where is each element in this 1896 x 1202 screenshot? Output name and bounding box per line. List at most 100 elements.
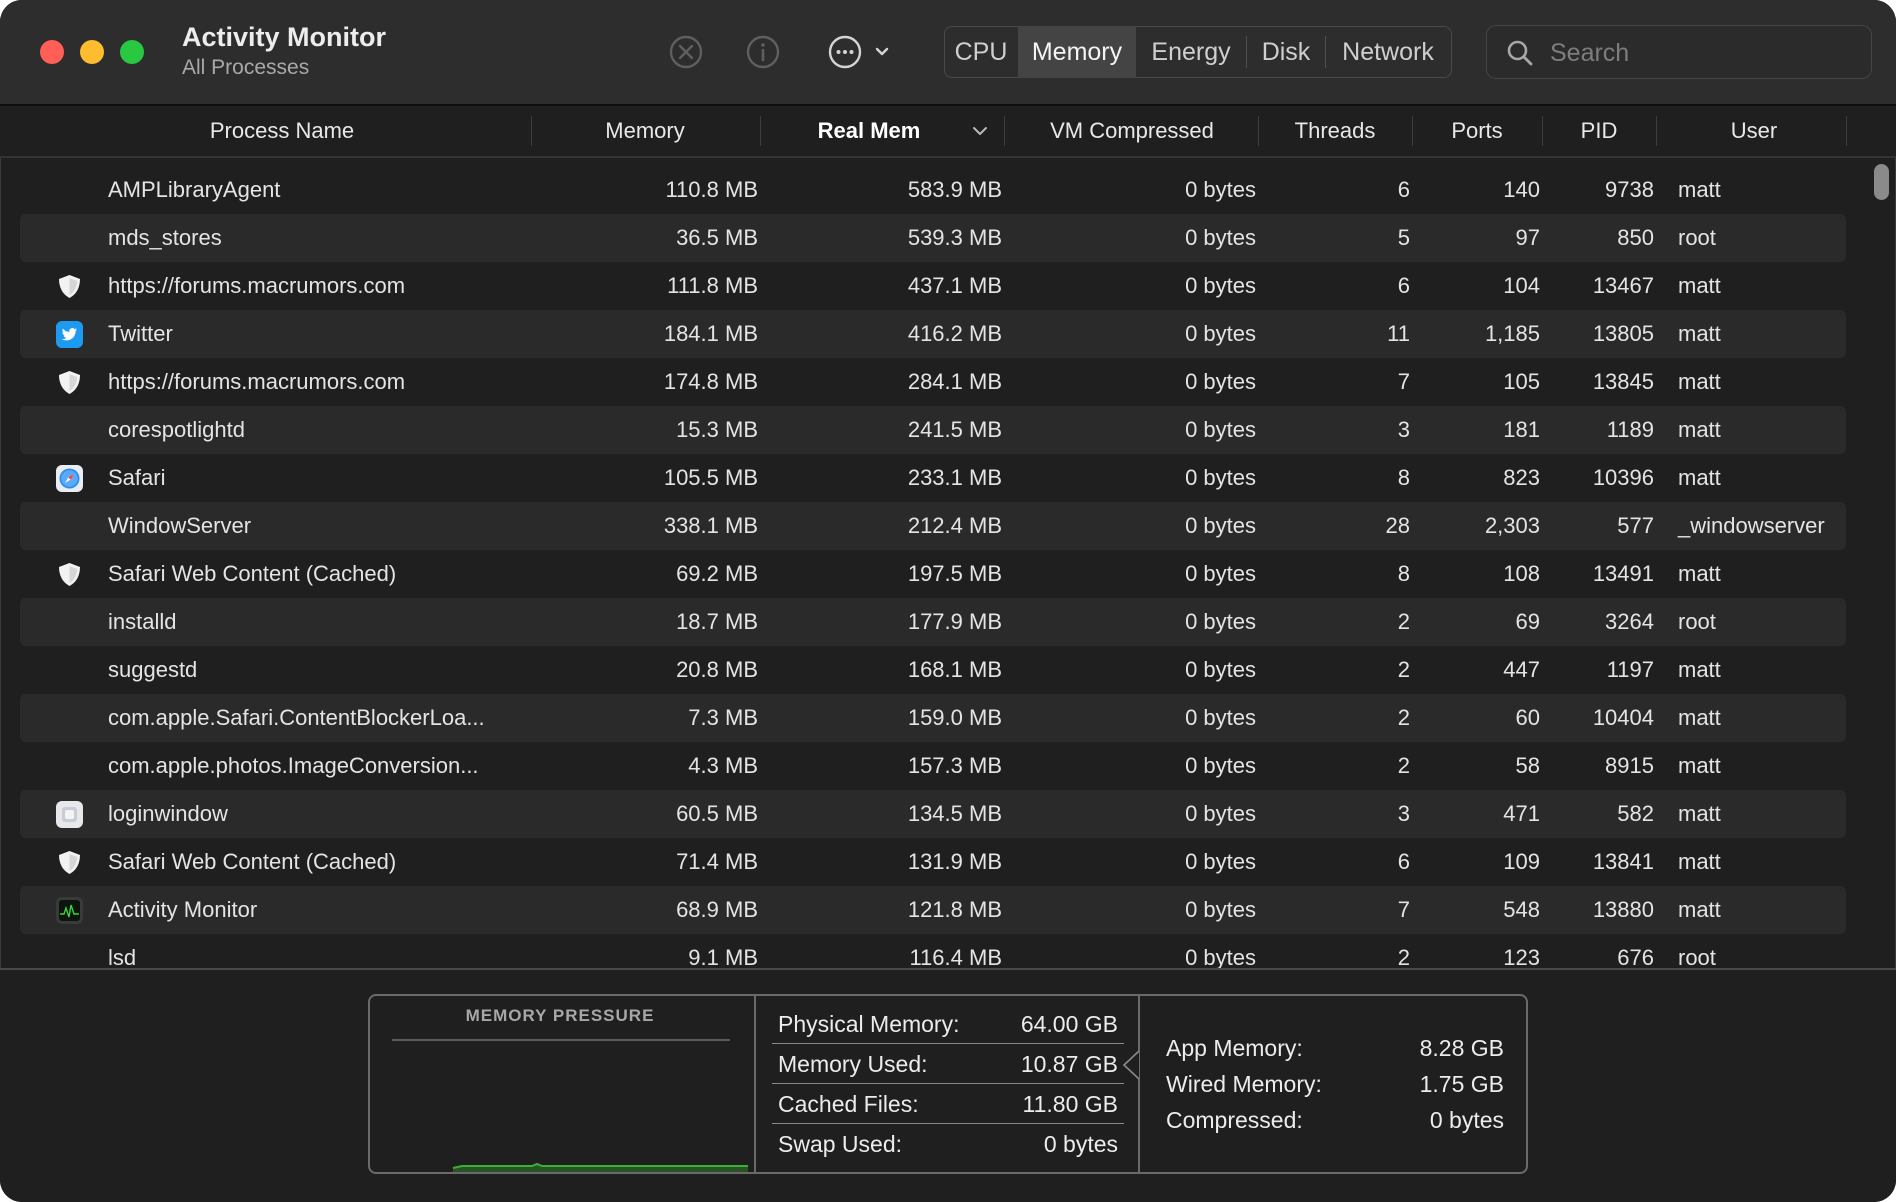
view-subtitle[interactable]: All Processes — [182, 56, 310, 79]
cell-vm-compressed: 0 bytes — [1185, 273, 1256, 298]
cell-memory: 68.9 MB — [676, 897, 758, 922]
column-user[interactable]: User — [1730, 118, 1778, 143]
column-separator[interactable] — [1846, 116, 1847, 146]
cell-real-mem: 131.9 MB — [907, 849, 1002, 874]
column-process-name[interactable]: Process Name — [209, 118, 355, 143]
vertical-scrollbar[interactable] — [1872, 158, 1894, 968]
stat-app-memory-label: App Memory: — [1166, 1035, 1303, 1061]
table-row[interactable]: com.apple.photos.ImageConversion... 4.3 M… — [20, 742, 1846, 790]
column-real-mem[interactable]: Real Mem — [817, 118, 921, 143]
column-threads[interactable]: Threads — [1294, 118, 1376, 143]
cell-real-mem: 168.1 MB — [907, 657, 1002, 682]
cell-pid: 13845 — [1592, 369, 1654, 394]
table-row[interactable]: Safari Web Content (Cached) 69.2 MB 197.5 … — [20, 550, 1846, 598]
cell-memory: 110.8 MB — [665, 177, 758, 202]
cell-process-name: corespotlightd — [108, 417, 245, 442]
cell-ports: 58 — [1515, 753, 1540, 778]
cell-threads: 2 — [1397, 705, 1410, 730]
cell-real-mem: 416.2 MB — [907, 321, 1002, 346]
cell-vm-compressed: 0 bytes — [1185, 657, 1256, 682]
table-row[interactable]: mds_stores 36.5 MB 539.3 MB 0 bytes 5 97 850 ro… — [20, 214, 1846, 262]
cell-user: root — [1678, 225, 1716, 250]
table-row[interactable]: https://forums.macrumors.com 111.8 MB 437.… — [20, 262, 1846, 310]
cell-vm-compressed: 0 bytes — [1185, 465, 1256, 490]
column-separator[interactable] — [1258, 116, 1259, 146]
minimize-window-button[interactable] — [80, 40, 104, 64]
stop-process-button[interactable] — [668, 34, 704, 70]
zoom-window-button[interactable] — [120, 40, 144, 64]
table-row[interactable]: AMPLibraryAgent 110.8 MB 583.9 MB 0 bytes 6 1… — [20, 166, 1846, 214]
column-separator[interactable] — [531, 116, 532, 146]
table-row[interactable]: com.apple.Safari.ContentBlockerLoa... 7.3… — [20, 694, 1846, 742]
scrollbar-thumb[interactable] — [1874, 164, 1889, 200]
cell-user: root — [1678, 945, 1716, 968]
cell-ports: 97 — [1515, 225, 1540, 250]
tab-memory[interactable]: Memory — [1018, 26, 1136, 78]
column-separator[interactable] — [1656, 116, 1657, 146]
stat-cached-files-value: 11.80 GB — [1022, 1091, 1118, 1117]
cell-user: matt — [1678, 657, 1721, 682]
column-vm-compressed[interactable]: VM Compressed — [1050, 118, 1214, 143]
cell-ports: 181 — [1503, 417, 1540, 442]
search-input[interactable] — [1548, 33, 1852, 73]
column-separator[interactable] — [760, 116, 761, 146]
cell-threads: 2 — [1397, 945, 1410, 968]
tab-bar: CPU Memory Energy Disk Network — [944, 26, 1452, 78]
cell-memory: 4.3 MB — [688, 753, 758, 778]
twitter-icon — [56, 321, 83, 348]
cell-ports: 123 — [1503, 945, 1540, 968]
table-row[interactable]: lsd 9.1 MB 116.4 MB 0 bytes 2 123 676 root — [20, 934, 1846, 968]
table-row[interactable]: WindowServer 338.1 MB 212.4 MB 0 bytes 28 2,3… — [20, 502, 1846, 550]
cell-pid: 13491 — [1592, 561, 1654, 586]
table-row[interactable]: corespotlightd 15.3 MB 241.5 MB 0 bytes 3 181… — [20, 406, 1846, 454]
stat-cached-files-label: Cached Files: — [778, 1091, 919, 1117]
cell-user: matt — [1678, 561, 1721, 586]
cell-vm-compressed: 0 bytes — [1185, 417, 1256, 442]
tab-cpu[interactable]: CPU — [954, 38, 1008, 66]
table-row[interactable]: Twitter 184.1 MB 416.2 MB 0 bytes 11 1,185 138… — [20, 310, 1846, 358]
cell-process-name: https://forums.macrumors.com — [108, 273, 406, 298]
cell-pid: 8915 — [1605, 753, 1654, 778]
cell-process-name: loginwindow — [108, 801, 228, 826]
column-separator[interactable] — [1412, 116, 1413, 146]
cell-ports: 60 — [1515, 705, 1540, 730]
table-row[interactable]: Safari 105.5 MB 233.1 MB 0 bytes 8 823 10396 ma… — [20, 454, 1846, 502]
table-row[interactable]: suggestd 20.8 MB 168.1 MB 0 bytes 2 447 1197 ma… — [20, 646, 1846, 694]
cell-vm-compressed: 0 bytes — [1185, 897, 1256, 922]
cell-threads: 2 — [1397, 753, 1410, 778]
cell-user: matt — [1678, 273, 1721, 298]
table-row[interactable]: https://forums.macrumors.com 174.8 MB 284.… — [20, 358, 1846, 406]
table-row[interactable]: loginwindow 60.5 MB 134.5 MB 0 bytes 3 471 582… — [20, 790, 1846, 838]
table-row[interactable]: Safari Web Content (Cached) 71.4 MB 131.9 … — [20, 838, 1846, 886]
sort-descending-icon[interactable] — [972, 125, 988, 137]
column-separator[interactable] — [1542, 116, 1543, 146]
cell-user: _windowserver — [1678, 513, 1825, 538]
tab-network[interactable]: Network — [1342, 38, 1434, 66]
tab-energy[interactable]: Energy — [1151, 38, 1231, 66]
cell-memory: 338.1 MB — [663, 513, 758, 538]
column-pid[interactable]: PID — [1580, 118, 1618, 143]
stat-swap-used-value: 0 bytes — [1043, 1131, 1118, 1157]
cell-process-name: Safari — [108, 465, 166, 490]
cell-ports: 140 — [1503, 177, 1540, 202]
table-row[interactable]: installd 18.7 MB 177.9 MB 0 bytes 2 69 3264 roo… — [20, 598, 1846, 646]
cell-pid: 13880 — [1592, 897, 1654, 922]
more-actions-menu[interactable] — [827, 34, 897, 70]
table-row[interactable]: Activity Monitor 68.9 MB 121.8 MB 0 bytes 7 5… — [20, 886, 1846, 934]
column-memory[interactable]: Memory — [605, 118, 685, 143]
cell-process-name: com.apple.Safari.ContentBlockerLoa... — [108, 705, 485, 730]
close-window-button[interactable] — [40, 40, 64, 64]
cell-user: matt — [1678, 369, 1721, 394]
cell-threads: 7 — [1397, 897, 1410, 922]
column-ports[interactable]: Ports — [1451, 118, 1503, 143]
column-separator[interactable] — [1004, 116, 1005, 146]
cell-user: matt — [1678, 849, 1721, 874]
cell-ports: 108 — [1503, 561, 1540, 586]
stat-divider — [772, 1083, 1124, 1084]
cell-process-name: mds_stores — [108, 225, 222, 250]
tab-disk[interactable]: Disk — [1261, 38, 1311, 66]
cell-vm-compressed: 0 bytes — [1185, 321, 1256, 346]
inspect-process-button[interactable] — [745, 34, 781, 70]
search-field[interactable] — [1486, 25, 1872, 79]
